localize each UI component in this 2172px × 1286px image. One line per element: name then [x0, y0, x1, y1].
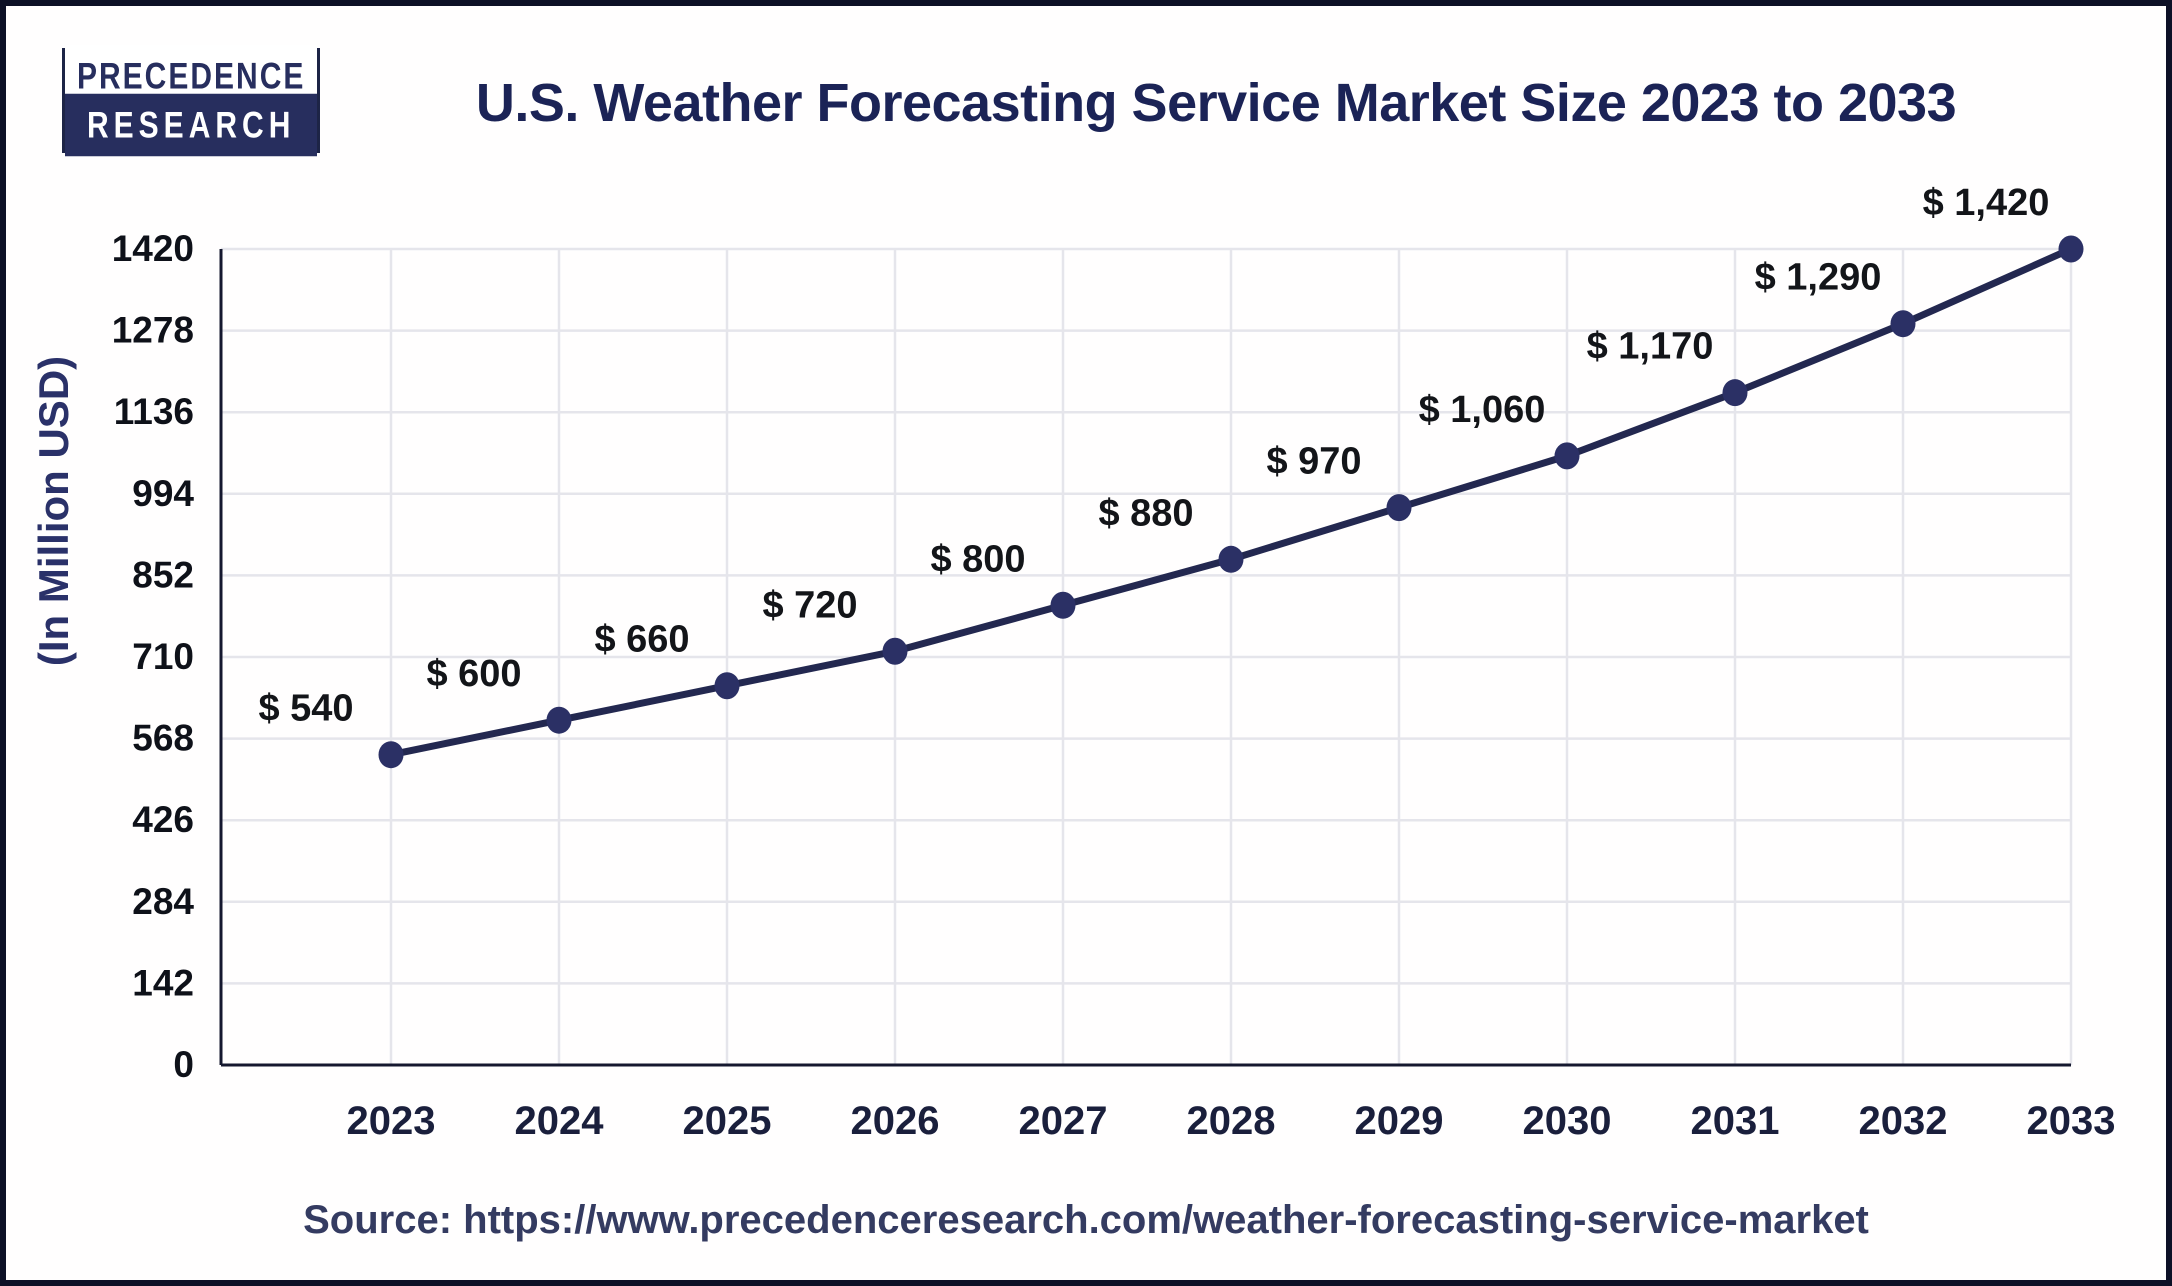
page-title: U.S. Weather Forecasting Service Market …	[475, 73, 1957, 133]
data-point-2029	[1386, 494, 1412, 522]
y-tick-284: 284	[132, 881, 194, 922]
x-tick-2030: 2030	[1523, 1099, 1612, 1143]
y-tick-994: 994	[132, 473, 194, 514]
logo-line2: RESEARCH	[65, 93, 318, 157]
point-label-2033: $ 1,420	[1923, 182, 2050, 224]
data-point-2032	[1890, 310, 1916, 338]
x-tick-2032: 2032	[1859, 1099, 1948, 1143]
data-points	[378, 235, 2084, 769]
y-tick-1420: 1420	[112, 228, 194, 269]
data-point-2026	[882, 637, 908, 665]
point-label-2026: $ 720	[762, 584, 857, 626]
vertical-gridlines	[389, 249, 2073, 1065]
point-label-2023: $ 540	[258, 688, 353, 730]
data-point-2024	[546, 706, 572, 734]
market-size-line-chart: $ 540 $ 600 $ 660 $ 720 $ 800 $ 880 $ 970 $ 1,0…	[30, 182, 2116, 1143]
point-label-2029: $ 970	[1266, 441, 1361, 483]
x-tick-2028: 2028	[1187, 1099, 1276, 1143]
data-point-2027	[1050, 591, 1076, 619]
x-tick-labels: 2023 2024 2025 2026 2027 2028 2029 2030 2031 2032…	[347, 1099, 2116, 1143]
data-point-2030	[1554, 442, 1580, 470]
source-line: Source: https://www.precedenceresearch.c…	[6, 1198, 2166, 1243]
point-labels: $ 540 $ 600 $ 660 $ 720 $ 800 $ 880 $ 970 $ 1,0…	[258, 182, 2049, 730]
data-point-2023	[378, 741, 404, 769]
y-tick-426: 426	[132, 799, 194, 840]
x-tick-2025: 2025	[683, 1099, 772, 1143]
x-tick-2033: 2033	[2027, 1099, 2116, 1143]
precedence-research-logo: PRECEDENCE RESEARCH	[62, 44, 321, 157]
source-url: https://www.precedenceresearch.com/weath…	[463, 1198, 1869, 1242]
x-tick-2023: 2023	[347, 1099, 436, 1143]
point-label-2024: $ 600	[426, 653, 521, 695]
y-tick-0: 0	[173, 1044, 194, 1085]
y-tick-852: 852	[132, 554, 194, 595]
source-label: Source:	[303, 1198, 453, 1242]
point-label-2031: $ 1,170	[1587, 326, 1714, 368]
y-tick-labels: 0 142 284 426 568 710 852 994 1136 1278 1420	[112, 228, 195, 1085]
y-tick-142: 142	[132, 962, 194, 1003]
x-tick-2029: 2029	[1355, 1099, 1444, 1143]
point-label-2025: $ 660	[594, 619, 689, 661]
x-tick-2026: 2026	[851, 1099, 940, 1143]
y-tick-710: 710	[132, 636, 194, 677]
y-tick-568: 568	[132, 718, 194, 759]
y-axis-title-text: (In Million USD)	[30, 356, 77, 666]
x-tick-2031: 2031	[1691, 1099, 1780, 1143]
axes	[219, 249, 2071, 1067]
data-point-2025	[714, 672, 740, 700]
y-axis-title: (In Million USD)	[30, 356, 77, 666]
data-point-2028	[1218, 545, 1244, 573]
y-tick-1136: 1136	[114, 391, 194, 432]
point-label-2027: $ 800	[930, 538, 1025, 580]
point-label-2032: $ 1,290	[1755, 257, 1882, 299]
point-label-2028: $ 880	[1098, 492, 1193, 534]
y-tick-1278: 1278	[112, 310, 194, 351]
data-point-2033	[2058, 235, 2084, 263]
data-point-2031	[1722, 379, 1748, 407]
point-label-2030: $ 1,060	[1419, 389, 1546, 431]
x-tick-2027: 2027	[1019, 1099, 1108, 1143]
x-tick-2024: 2024	[515, 1099, 605, 1143]
horizontal-gridlines	[221, 247, 2071, 985]
